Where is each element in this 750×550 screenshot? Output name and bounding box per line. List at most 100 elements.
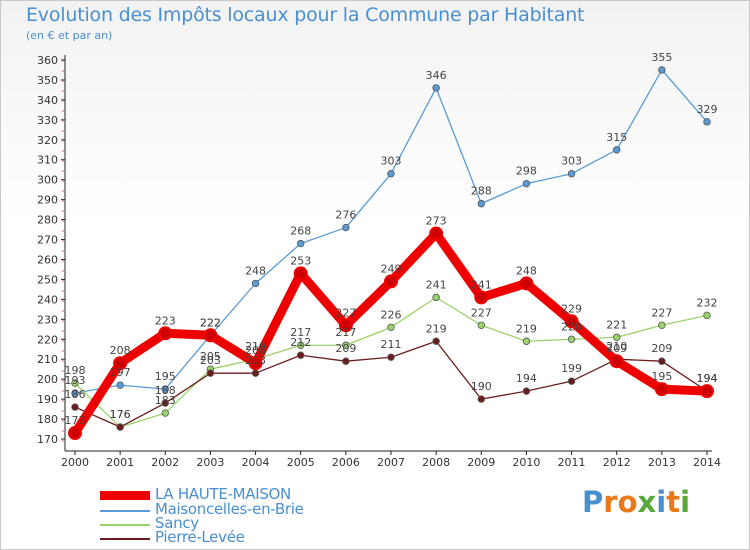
- y-tick-label: 330: [37, 114, 58, 127]
- data-label: 346: [426, 69, 447, 82]
- data-label: 195: [651, 370, 672, 383]
- legend-label: LA HAUTE-MAISON: [155, 485, 291, 503]
- y-tick-label: 250: [37, 273, 58, 286]
- data-point: [387, 353, 395, 361]
- logo-letter: i: [656, 485, 667, 519]
- data-label: 227: [471, 306, 492, 319]
- data-label: 199: [561, 362, 582, 375]
- y-tick-label: 170: [37, 433, 58, 446]
- legend-label: Sancy: [155, 514, 199, 532]
- y-tick-label: 190: [37, 393, 58, 406]
- data-label: 217: [335, 326, 356, 339]
- data-point: [206, 369, 215, 377]
- y-tick-label: 280: [37, 214, 58, 227]
- logo-letter: r: [603, 485, 618, 519]
- x-tick-label: 2002: [151, 456, 179, 469]
- data-point: [703, 311, 711, 320]
- data-point: [203, 328, 218, 343]
- y-tick-label: 340: [37, 94, 58, 107]
- data-label: 241: [426, 278, 447, 291]
- data-point: [342, 341, 350, 349]
- data-label: 176: [110, 408, 131, 421]
- data-label: 212: [290, 336, 311, 349]
- data-label: 248: [516, 264, 537, 277]
- data-label: 315: [606, 131, 627, 144]
- chart-title: Evolution des Impôts locaux pour la Comm…: [26, 4, 585, 26]
- y-tick-label: 200: [37, 373, 58, 386]
- data-point: [387, 323, 395, 331]
- x-tick-label: 2000: [61, 456, 89, 469]
- data-point: [703, 118, 711, 126]
- data-point: [519, 276, 534, 291]
- data-point: [116, 381, 124, 389]
- data-label: 219: [516, 322, 537, 335]
- data-label: 249: [381, 262, 402, 275]
- data-point: [387, 169, 395, 178]
- data-label: 194: [697, 372, 718, 385]
- data-label: 203: [245, 354, 266, 367]
- data-point: [522, 179, 531, 188]
- data-point: [71, 389, 79, 397]
- y-tick-label: 180: [37, 413, 58, 426]
- data-point: [654, 382, 669, 397]
- x-tick-label: 2007: [377, 456, 405, 469]
- data-label: 208: [110, 344, 131, 357]
- y-tick-label: 320: [37, 134, 58, 147]
- data-label: 210: [606, 340, 627, 353]
- data-point: [161, 399, 169, 407]
- data-label: 173: [65, 414, 86, 427]
- data-label: 222: [200, 316, 221, 329]
- data-point: [658, 66, 666, 74]
- data-point: [293, 266, 308, 281]
- legend-label: Pierre-Levée: [155, 528, 245, 546]
- chart-subtitle: (en € et par an): [26, 29, 113, 42]
- data-label: 221: [606, 318, 627, 331]
- logo-letter: P: [582, 485, 604, 519]
- data-point: [658, 321, 666, 329]
- x-tick-label: 2012: [603, 456, 631, 469]
- data-label: 273: [426, 215, 447, 228]
- y-tick-label: 230: [37, 313, 58, 326]
- data-label: 303: [381, 155, 402, 168]
- x-tick-label: 2013: [648, 456, 676, 469]
- x-tick-label: 2010: [512, 456, 540, 469]
- proxiti-logo: Proxiti: [582, 485, 690, 519]
- y-tick-label: 240: [37, 293, 58, 306]
- data-point: [658, 357, 666, 365]
- data-label: 194: [697, 372, 718, 385]
- data-label: 222: [200, 316, 221, 329]
- data-point: [567, 169, 576, 178]
- data-point: [384, 274, 398, 289]
- data-point: [297, 341, 305, 349]
- data-label: 209: [335, 342, 356, 355]
- data-point: [477, 199, 485, 208]
- data-point: [567, 377, 576, 385]
- data-point: [297, 239, 305, 248]
- data-point: [474, 290, 489, 305]
- data-label: 241: [471, 278, 492, 291]
- legend-swatch: [100, 491, 150, 500]
- data-point: [342, 223, 350, 232]
- x-tick-label: 2006: [332, 456, 360, 469]
- data-point: [71, 403, 79, 411]
- data-point: [342, 357, 350, 365]
- data-label: 355: [651, 51, 672, 64]
- y-tick-label: 310: [37, 154, 58, 167]
- data-point: [71, 379, 79, 387]
- x-tick-label: 2009: [467, 456, 495, 469]
- data-label: 217: [290, 326, 311, 339]
- logo-letter: x: [637, 485, 657, 519]
- data-label: 232: [697, 296, 718, 309]
- data-label: 288: [471, 185, 492, 198]
- y-tick-label: 260: [37, 253, 58, 266]
- data-label: 198: [65, 364, 86, 377]
- data-point: [338, 318, 353, 333]
- data-label: 210: [245, 340, 266, 353]
- data-point: [613, 333, 621, 341]
- data-point: [432, 84, 440, 92]
- data-point: [116, 423, 124, 431]
- data-label: 176: [110, 408, 131, 421]
- data-point: [297, 351, 305, 359]
- legend-swatch: [100, 524, 150, 526]
